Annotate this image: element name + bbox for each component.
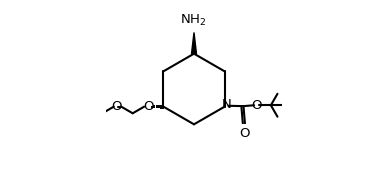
Text: O: O [111,100,121,113]
Polygon shape [192,32,196,54]
Text: NH$_2$: NH$_2$ [180,13,206,28]
Text: N: N [222,98,232,111]
Text: O: O [239,127,249,140]
Text: O: O [251,99,262,112]
Text: O: O [143,100,153,113]
